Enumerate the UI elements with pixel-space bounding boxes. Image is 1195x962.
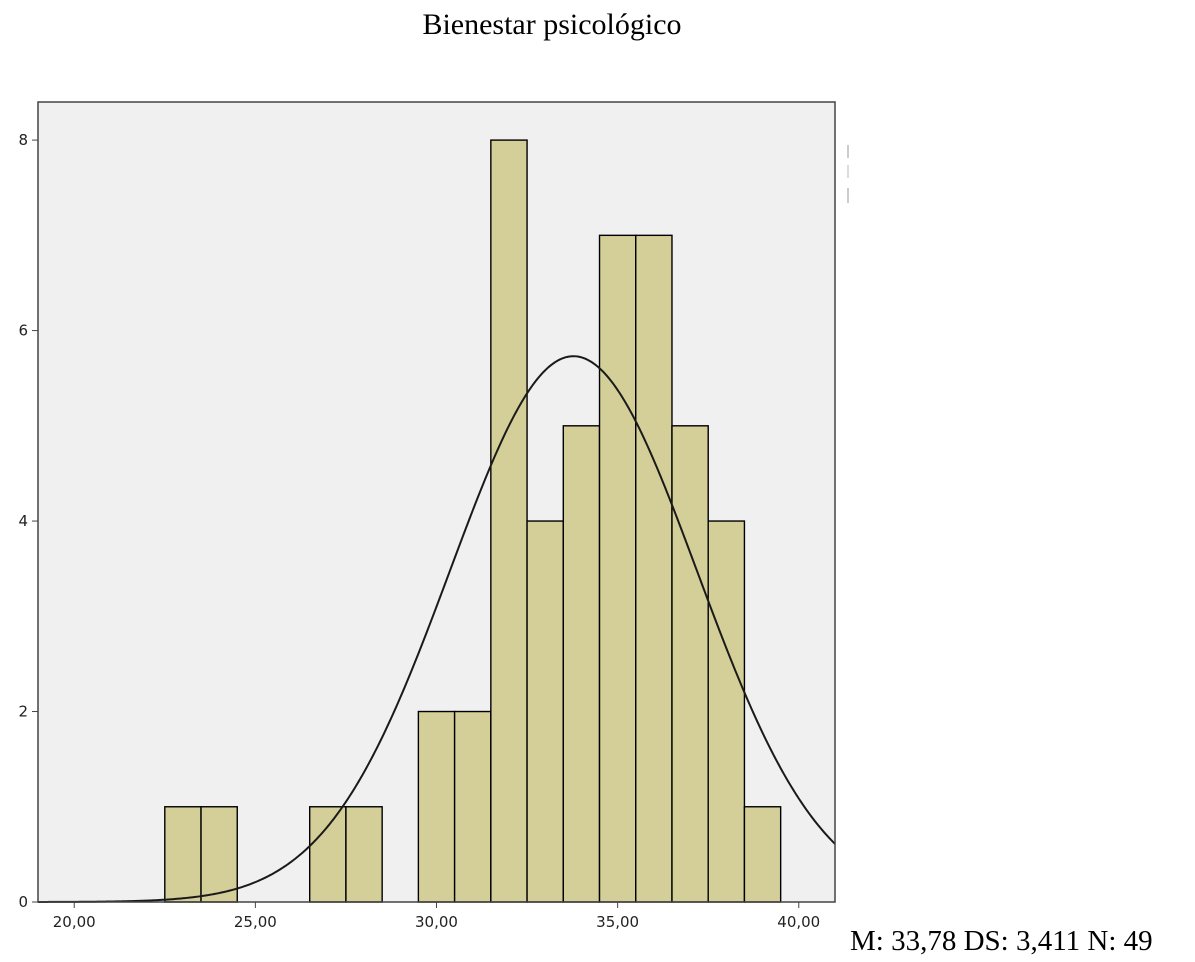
histogram-bar [526,520,564,903]
normal-curve-group [38,355,836,903]
normal-curve [38,355,836,903]
histogram-bar [200,806,238,903]
x-tick-label: 35,00 [596,913,639,931]
histogram-bar [490,139,528,903]
histogram-bars [164,139,782,903]
y-tick-label: 2 [18,703,28,721]
histogram-bar [164,806,202,903]
histogram-bar [309,806,347,903]
histogram-bar [417,710,456,903]
y-tick-label: 0 [18,893,28,911]
y-tick-label: 4 [18,512,28,530]
histogram-bar [707,520,746,903]
x-tick-label: 40,00 [777,913,820,931]
histogram-bar [743,806,782,903]
histogram-bar [671,425,709,903]
y-tick-label: 8 [18,131,28,149]
y-tick-label: 6 [18,322,28,340]
ticks: 20,00 25,00 30,00 35,00 40,00 0 2 4 6 8 [18,131,820,931]
histogram-bar [453,710,492,903]
histogram-bar [635,234,673,903]
x-tick-label: 25,00 [234,913,277,931]
histogram-bar [345,806,383,903]
histogram-bar [562,425,601,903]
summary-stats: M: 33,78 DS: 3,411 N: 49 [850,925,1153,957]
histogram-bar [598,234,637,903]
x-tick-label: 30,00 [415,913,458,931]
chart-title: Bienestar psicológico [422,8,682,41]
x-tick-label: 20,00 [53,913,96,931]
